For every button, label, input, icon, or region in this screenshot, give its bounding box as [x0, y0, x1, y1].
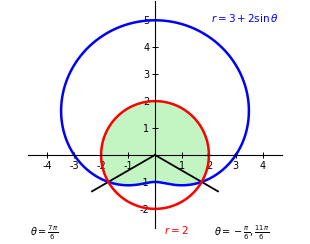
Text: $r = 3 + 2\sin\theta$: $r = 3 + 2\sin\theta$	[211, 12, 279, 24]
Text: $\theta=-\frac{\pi}{6},\frac{11\pi}{6}$: $\theta=-\frac{\pi}{6},\frac{11\pi}{6}$	[214, 224, 270, 242]
Text: $\theta=\frac{7\pi}{6}$: $\theta=\frac{7\pi}{6}$	[30, 224, 58, 242]
Text: $r = 2$: $r = 2$	[164, 224, 189, 236]
Polygon shape	[101, 101, 209, 185]
